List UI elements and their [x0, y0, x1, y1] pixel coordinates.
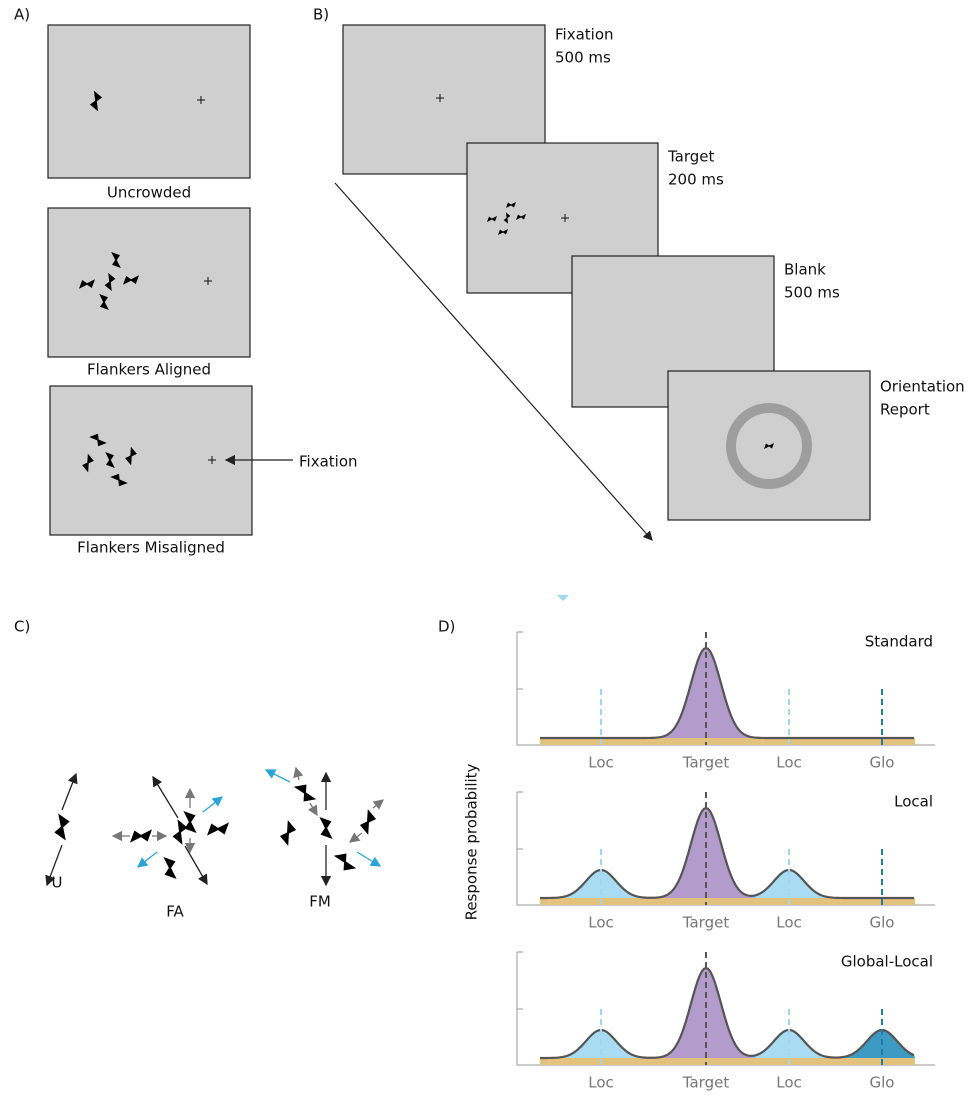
axis-title: Response probability [463, 763, 481, 920]
x-tick-label: Target [682, 1074, 730, 1092]
screen-label: Report [880, 401, 930, 419]
condition-label: U [52, 874, 63, 892]
arrow [185, 846, 207, 884]
screen-label: Fixation [555, 26, 614, 44]
arrow [138, 852, 157, 867]
screen [48, 208, 250, 357]
screen-label: Blank [784, 261, 826, 279]
screen [50, 386, 252, 535]
condition-label: Uncrowded [107, 184, 191, 202]
arrow [357, 852, 380, 866]
stimulus [183, 811, 196, 833]
panel-label: C) [14, 618, 30, 636]
screen-label: Target [667, 148, 715, 166]
arrow [296, 768, 299, 780]
x-tick-label: Target [682, 754, 730, 772]
stimulus [277, 820, 299, 846]
arrow [62, 774, 76, 810]
stimulus [294, 780, 316, 806]
screen-label: Orientation [880, 378, 965, 396]
stimulus [334, 849, 356, 875]
x-tick-label: Target [682, 914, 730, 932]
x-tick-label: Loc [776, 754, 802, 772]
marker [557, 595, 569, 601]
screen-label: 500 ms [784, 284, 840, 302]
x-tick-label: Loc [588, 914, 614, 932]
x-tick-label: Loc [776, 914, 802, 932]
annotation: Fixation [299, 453, 358, 471]
arrow [310, 803, 317, 815]
drawing: Uncrowded Flankers Aligned Flankers Misali… [47, 25, 965, 1092]
stimulus [52, 814, 72, 841]
arrow [350, 833, 362, 842]
screen-label: 200 ms [668, 171, 724, 189]
figure: A) B) C) D) Uncrowded Flankers Aligned Fla… [0, 0, 973, 1094]
screen [48, 25, 250, 178]
condition-label: Flankers Misaligned [77, 539, 225, 557]
stimulus [130, 829, 152, 842]
model-name: Global-Local [841, 953, 933, 971]
condition-label: FA [166, 903, 184, 921]
panel-label: B) [313, 6, 329, 24]
model-name: Local [894, 793, 933, 811]
stimulus [163, 857, 176, 879]
stimulus [170, 819, 190, 844]
stimulus [319, 817, 332, 839]
condition-label: FM [309, 893, 331, 911]
panel-label: D) [438, 618, 455, 636]
x-tick-label: Loc [588, 1074, 614, 1092]
arrow [153, 777, 178, 818]
arrow [373, 800, 383, 808]
screen-label: 500 ms [555, 49, 611, 67]
stimulus [357, 809, 379, 835]
x-tick-label: Glo [870, 1074, 895, 1092]
x-tick-label: Glo [870, 914, 895, 932]
x-tick-label: Glo [870, 754, 895, 772]
x-tick-label: Loc [776, 1074, 802, 1092]
stimulus [207, 822, 229, 835]
condition-label: Flankers Aligned [87, 361, 211, 379]
model-name: Standard [865, 633, 933, 651]
arrow [203, 797, 222, 812]
panel-label: A) [14, 6, 30, 24]
arrow [266, 770, 290, 782]
baseline-band [540, 1058, 915, 1065]
x-tick-label: Loc [588, 754, 614, 772]
